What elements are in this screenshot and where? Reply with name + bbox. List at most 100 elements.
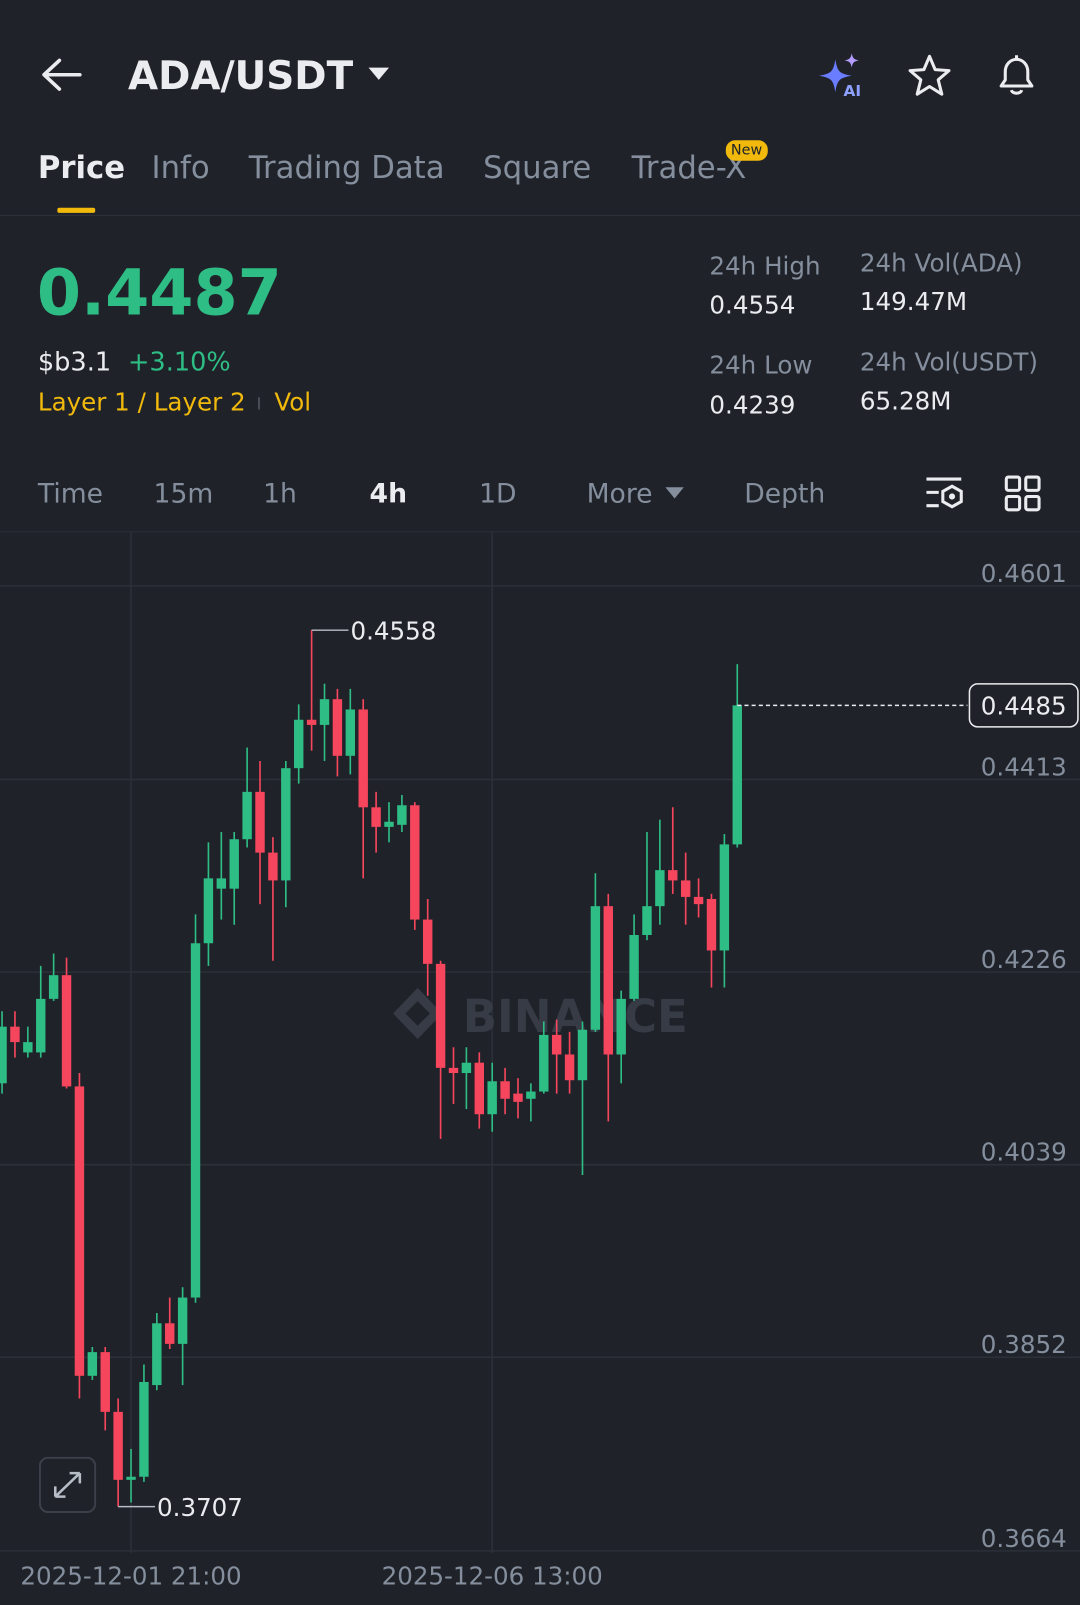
candle-body (242, 791, 252, 840)
candle-body (177, 1297, 188, 1344)
candle-body (113, 1411, 123, 1480)
candle-body (268, 852, 278, 881)
candle-body (0, 1026, 7, 1084)
stat-label: 24h Vol(USDT) (859, 348, 1038, 377)
candle-body (564, 1054, 575, 1081)
expand-button[interactable] (38, 1456, 97, 1514)
tag-separator (257, 397, 261, 410)
stat-value: 0.4554 (709, 290, 796, 320)
candle-body (281, 768, 291, 881)
candle-body (410, 805, 420, 920)
indicator-icon[interactable] (924, 474, 965, 513)
alert-icon[interactable] (993, 51, 1040, 100)
candle-body (629, 935, 639, 999)
candle-body (306, 719, 317, 725)
favorite-icon[interactable] (906, 53, 953, 98)
candle-body (642, 906, 652, 936)
candle-body (61, 975, 72, 1087)
candle-body (500, 1081, 510, 1099)
candle-body (152, 1323, 162, 1386)
y-tick-label: 0.3852 (981, 1330, 1067, 1359)
interval[interactable]: Depth (744, 479, 826, 510)
stat-value: 149.47M (859, 287, 968, 317)
y-tick-label: 0.4601 (981, 559, 1067, 588)
candle-body (655, 870, 665, 907)
candle-body (294, 719, 304, 769)
candle-body (448, 1067, 459, 1074)
candle-body (680, 880, 691, 897)
candle-body (526, 1091, 536, 1099)
pair-title[interactable]: ADA/USDT (127, 53, 354, 99)
stat-label: 24h High (709, 251, 821, 281)
y-tick-label: 0.4413 (981, 752, 1067, 781)
candle-body (36, 998, 46, 1053)
pair-dropdown[interactable] (366, 66, 391, 82)
interval[interactable]: 15m (153, 479, 214, 510)
candle-body (384, 821, 394, 827)
tab[interactable]: Info (151, 150, 210, 187)
candle-body (126, 1476, 136, 1480)
tab[interactable]: Trade-X (631, 150, 747, 187)
svg-text:AI: AI (844, 82, 862, 100)
tab[interactable]: Square (483, 150, 592, 187)
last-price: 0.4487 (36, 254, 282, 330)
y-tick-label: 0.4226 (981, 945, 1067, 974)
candle-body (23, 1042, 33, 1053)
x-tick-label: 2025-12-01 21:00 (20, 1562, 241, 1591)
low-marker-label: 0.3707 (157, 1493, 243, 1522)
y-tick-label: 0.3664 (981, 1524, 1067, 1553)
tab[interactable]: Price (37, 150, 126, 187)
back-icon[interactable] (39, 56, 84, 93)
stat-value: 0.4239 (709, 391, 796, 420)
candle-body (551, 1034, 562, 1055)
candle-body (719, 844, 730, 951)
x-tick-label: 2025-12-06 13:00 (382, 1562, 603, 1591)
candle-body (216, 878, 227, 889)
candle-body (319, 699, 330, 725)
layout-icon[interactable] (1004, 475, 1041, 512)
candle-body (513, 1093, 523, 1102)
high-marker-label: 0.4558 (351, 616, 437, 645)
stat-label: 24h Low (709, 351, 813, 380)
price-change: +3.10% (127, 347, 231, 377)
interval[interactable]: 1h (263, 479, 297, 510)
tag[interactable]: Vol (274, 387, 312, 417)
candle-body (332, 699, 343, 756)
tab-indicator (57, 207, 96, 213)
new-badge: New (725, 140, 768, 161)
interval[interactable]: 4h (369, 479, 408, 510)
interval[interactable]: Time (37, 479, 104, 510)
candle-body (358, 709, 368, 808)
divider (0, 531, 1080, 533)
more-dropdown[interactable] (664, 486, 684, 500)
tag[interactable]: Layer 1 / Layer 2 (37, 387, 246, 417)
last-price-label: 0.4485 (981, 692, 1067, 721)
candle-body (668, 870, 678, 881)
divider (0, 214, 1080, 217)
candle-body (693, 896, 704, 905)
stat-value: 65.28M (859, 386, 952, 416)
candle-body (229, 839, 239, 889)
candle-body (732, 705, 742, 845)
candle-body (10, 1026, 20, 1043)
interval[interactable]: 1D (479, 479, 517, 510)
candle-body (435, 963, 446, 1068)
candle-body (48, 975, 59, 999)
candle-body (100, 1352, 110, 1412)
tab[interactable]: Trading Data (248, 150, 445, 187)
grid (0, 532, 1080, 1553)
watermark: BINANCE (393, 987, 688, 1043)
candle-body (87, 1352, 98, 1376)
ai-icon[interactable]: AI (817, 51, 868, 100)
candle-body (487, 1081, 497, 1115)
interval[interactable]: More (586, 479, 653, 510)
candle-body (706, 898, 717, 951)
watermark-text: BINANCE (463, 990, 688, 1043)
watermark-logo (393, 987, 443, 1040)
candle-body (397, 805, 407, 825)
candle-body (577, 1029, 588, 1081)
candle-body (603, 906, 613, 1055)
y-tick-label: 0.4039 (981, 1138, 1067, 1167)
fiat-price: $b3.1 (37, 347, 112, 377)
candle-body (255, 791, 265, 853)
